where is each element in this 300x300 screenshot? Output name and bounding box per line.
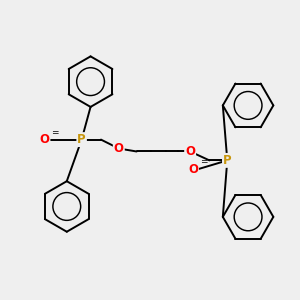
Text: O: O [185, 145, 195, 158]
Text: =: = [51, 128, 59, 137]
Text: =: = [200, 158, 207, 166]
Text: P: P [223, 154, 232, 167]
Text: O: O [188, 163, 198, 176]
Text: O: O [114, 142, 124, 155]
Text: O: O [40, 133, 50, 146]
Text: P: P [77, 133, 86, 146]
